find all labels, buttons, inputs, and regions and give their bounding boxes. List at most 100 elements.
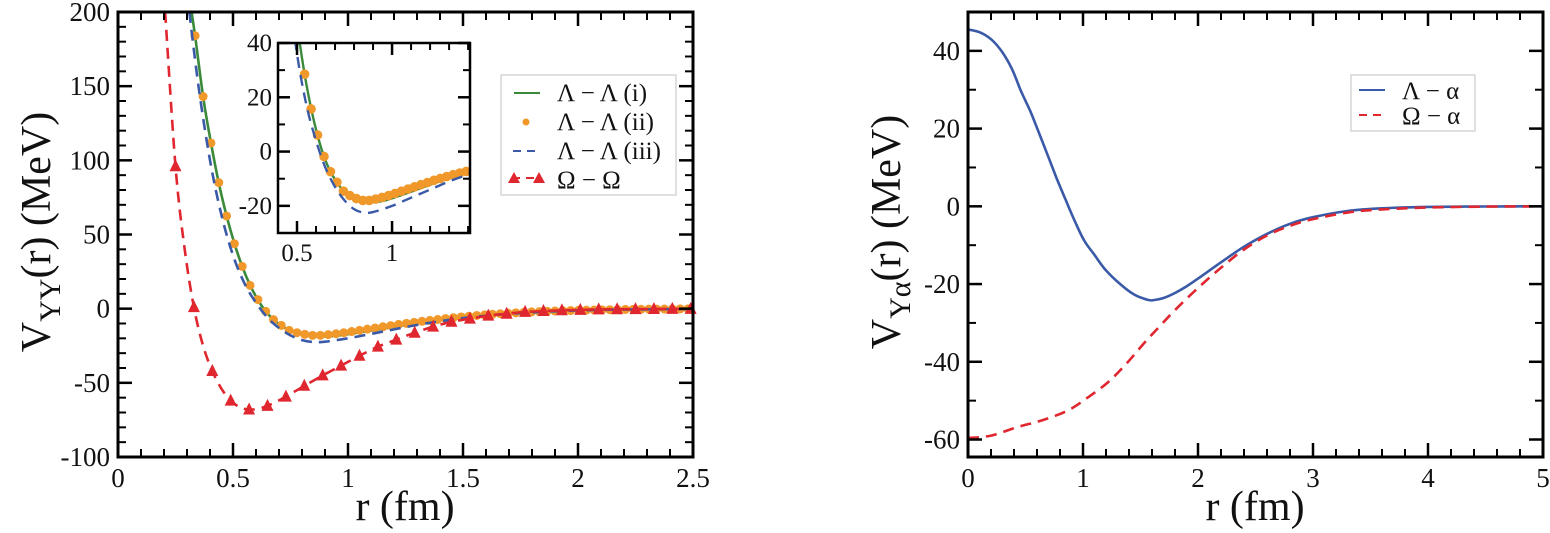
data-marker-omega-omega <box>206 363 219 376</box>
x-tick-label: 2 <box>571 463 585 493</box>
data-point-lambda-lambda-ii <box>214 178 224 188</box>
data-point-lambda-lambda-ii <box>253 295 263 305</box>
x-tick-label: 1 <box>1076 463 1090 493</box>
data-marker-omega-omega <box>445 314 458 327</box>
y-tick-label: 40 <box>247 30 272 57</box>
data-marker-omega-omega <box>408 325 421 338</box>
inset-panel: 0.5 1 -20 0 20 40 <box>239 28 472 267</box>
data-point-lambda-lambda-ii <box>323 330 333 340</box>
y-tick-label: -50 <box>74 368 110 398</box>
data-point-lambda-lambda-ii <box>386 321 396 331</box>
legend-label-lambda-lambda-iii: Λ − Λ (iii) <box>557 138 661 165</box>
legend-label-lambda-lambda-ii: Λ − Λ (ii) <box>557 109 654 136</box>
left-legend-box <box>500 74 677 196</box>
data-point-lambda-lambda-ii <box>299 69 310 80</box>
right-legend: Λ − α Ω − α <box>1350 74 1476 132</box>
legend-triangle-marker <box>508 172 520 183</box>
data-marker-omega-omega <box>463 311 476 324</box>
data-marker-omega-omega <box>611 302 624 315</box>
right-y-label-main: V <box>864 319 910 349</box>
right-legend-box <box>1350 74 1476 132</box>
x-tick-label: 0.5 <box>281 240 312 267</box>
series-line-omega-alpha <box>968 205 1543 440</box>
data-point-lambda-lambda-ii <box>245 280 255 290</box>
series-line-lambda-alpha <box>968 28 1543 302</box>
data-marker-omega-omega <box>574 302 587 315</box>
left-legend: Λ − Λ (i) Λ − Λ (ii) Λ − Λ (iii) Ω − Ω <box>500 74 677 196</box>
data-marker-omega-omega <box>666 301 679 314</box>
data-point-lambda-lambda-ii <box>394 319 404 329</box>
data-point-lambda-lambda-ii <box>300 329 310 339</box>
right-plot-frame <box>966 10 1545 459</box>
data-point-lambda-lambda-ii <box>293 28 303 38</box>
left-y-label-sub: YY <box>34 279 67 322</box>
left-y-label-main: V <box>14 322 60 352</box>
x-tick-label: 3 <box>1306 463 1320 493</box>
right-panel: 0 1 2 3 4 5 -60 -40 -20 0 20 40 r (fm) VYα(r) (MeV)… <box>864 10 1550 530</box>
data-marker-omega-omega <box>427 319 440 332</box>
data-marker-omega-omega <box>353 348 366 361</box>
data-marker-omega-omega <box>335 358 348 371</box>
data-point-lambda-lambda-ii <box>325 166 336 177</box>
x-tick-label: 1 <box>386 240 399 267</box>
data-marker-omega-omega <box>243 402 256 415</box>
data-marker-omega-omega <box>390 332 403 345</box>
y-tick-label: -60 <box>924 425 960 455</box>
data-point-lambda-lambda-ii <box>370 323 380 333</box>
x-tick-label: 0 <box>961 463 975 493</box>
x-tick-label: 1 <box>341 463 355 493</box>
y-tick-label: 20 <box>247 84 272 111</box>
data-marker-omega-omega <box>261 398 274 411</box>
legend-triangle-marker <box>533 172 545 183</box>
data-point-lambda-lambda-ii <box>292 328 302 338</box>
data-point-lambda-lambda-ii <box>331 329 341 339</box>
legend-label-lambda-alpha: Λ − α <box>1402 78 1459 105</box>
x-tick-label: 4 <box>1421 463 1435 493</box>
legend-label-lambda-lambda-i: Λ − Λ (i) <box>557 80 647 107</box>
y-tick-label: -100 <box>61 442 111 472</box>
legend-dot-lambda-lambda-ii <box>522 118 530 126</box>
data-point-lambda-lambda-ii <box>339 328 349 338</box>
legend-label-omega-alpha: Ω − α <box>1402 103 1460 130</box>
y-tick-label: 40 <box>933 36 960 66</box>
data-point-lambda-lambda-ii <box>417 316 427 326</box>
data-point-lambda-lambda-ii <box>222 211 232 221</box>
y-tick-label: 150 <box>70 71 111 101</box>
data-point-lambda-lambda-ii <box>355 325 364 335</box>
data-point-lambda-lambda-ii <box>315 330 325 340</box>
data-marker-omega-omega <box>316 368 329 381</box>
right-y-label-rest: (r) (MeV) <box>864 115 910 282</box>
data-marker-omega-omega <box>519 304 532 317</box>
x-tick-label: 5 <box>1536 463 1550 493</box>
data-marker-omega-omega <box>169 159 182 172</box>
data-point-lambda-lambda-ii <box>461 166 470 177</box>
right-x-axis-label: r (fm) <box>1205 484 1304 530</box>
data-marker-omega-omega <box>592 302 605 315</box>
y-tick-label: 100 <box>70 145 111 175</box>
data-point-lambda-lambda-ii <box>198 92 208 102</box>
data-marker-omega-omega <box>647 301 660 314</box>
left-y-label-rest: (r) (MeV) <box>14 112 60 279</box>
data-marker-omega-omega <box>279 389 292 402</box>
data-marker-omega-omega <box>555 303 568 316</box>
data-point-lambda-lambda-ii <box>347 327 357 337</box>
x-tick-label: 1.5 <box>446 463 480 493</box>
y-tick-label: 0 <box>947 191 961 221</box>
right-y-label-sub: Yα <box>884 281 917 319</box>
right-y-axis-label: VYα(r) (MeV) <box>864 115 917 349</box>
data-point-lambda-lambda-ii <box>362 324 372 334</box>
inset-series-group <box>293 28 470 215</box>
data-point-lambda-lambda-ii <box>229 239 239 249</box>
right-ticks: 0 1 2 3 4 5 -60 -40 -20 0 20 40 <box>924 11 1550 493</box>
x-tick-label: 2 <box>1191 463 1205 493</box>
data-point-lambda-lambda-ii <box>378 322 388 332</box>
y-tick-label: -20 <box>239 193 272 220</box>
data-marker-omega-omega <box>187 300 200 313</box>
data-marker-omega-omega <box>224 393 237 406</box>
left-x-axis-label: r (fm) <box>355 484 454 530</box>
y-tick-label: 200 <box>70 0 111 27</box>
x-tick-label: 0.5 <box>216 463 250 493</box>
y-tick-label: 20 <box>933 114 960 144</box>
data-marker-omega-omega <box>482 308 495 321</box>
